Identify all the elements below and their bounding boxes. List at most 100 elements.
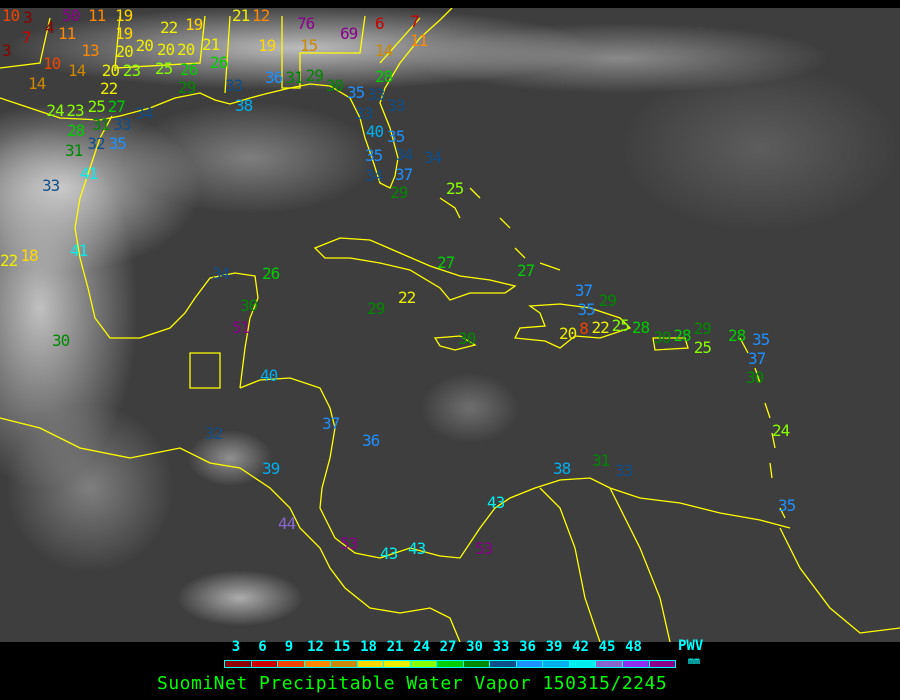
station-pwv-label: 4: [45, 18, 55, 37]
station-pwv-label: 20: [156, 39, 175, 59]
station-pwv-label: 19: [258, 36, 276, 55]
station-pwv-label: 29: [305, 66, 324, 85]
legend-tick-label: 33: [492, 639, 510, 655]
station-pwv-label: 34: [365, 165, 383, 185]
legend-swatch: [278, 661, 305, 667]
station-pwv-label: 35: [365, 146, 383, 166]
station-pwv-label: 8: [579, 319, 589, 339]
station-pwv-label: 20: [115, 42, 134, 62]
station-pwv-label: 34: [212, 264, 230, 283]
station-pwv-label: 31: [592, 451, 610, 470]
legend-unit: PWV: [678, 638, 704, 654]
legend-swatch: [225, 661, 252, 667]
station-pwv-label: 26: [262, 264, 280, 283]
station-pwv-label: 10: [1, 8, 20, 25]
station-pwv-label: 22: [160, 18, 178, 37]
station-pwv-label: 22: [398, 288, 416, 307]
legend-swatch: [490, 661, 517, 667]
station-pwv-label: 27: [107, 96, 126, 116]
station-pwv-label: 28: [631, 318, 650, 337]
station-pwv-label: 19: [115, 8, 133, 25]
legend-swatch: [384, 661, 411, 667]
station-pwv-label: 11: [410, 31, 428, 51]
station-pwv-label: 30: [325, 76, 344, 95]
station-pwv-label: 26: [180, 59, 198, 79]
legend-tick-label: 45: [598, 639, 616, 655]
station-pwv-label: 35: [387, 126, 405, 146]
station-pwv-label: 37: [748, 349, 766, 369]
station-pwv-label: 3: [23, 8, 33, 27]
station-pwv-label: 33: [387, 96, 405, 115]
legend-tick-label: 6: [258, 639, 267, 655]
station-pwv-label: 19: [185, 15, 203, 35]
station-pwv-label: 11: [88, 8, 106, 25]
station-pwv-label: 32: [205, 424, 223, 443]
legend-swatch: [543, 661, 570, 667]
station-pwv-label: 26: [210, 53, 228, 73]
station-pwv-label: 76: [297, 14, 315, 33]
station-pwv-label: 34: [424, 148, 442, 167]
station-pwv-label: 50: [62, 8, 80, 25]
station-pwv-label: 36: [265, 68, 283, 87]
legend-tick-label: 24: [413, 639, 430, 655]
legend-tick-label: 3: [231, 639, 241, 655]
station-pwv-label: 25: [693, 338, 712, 358]
satellite-map: 10 3 50 11 19 4 7 11 3 13 19 20 20 22 19 21 12 76 6 69 7 11 10…: [0, 8, 900, 642]
central-america-coast: [239, 377, 791, 559]
legend-colorbar: [224, 660, 676, 668]
legend-tick-label: 42: [572, 639, 589, 655]
station-pwv-label: 32: [87, 134, 105, 153]
legend-unit-sub: mm: [688, 656, 701, 667]
station-pwv-label: 53: [475, 539, 493, 558]
station-pwv-label: 44: [278, 514, 296, 533]
station-pwv-label: 25: [611, 316, 630, 335]
station-pwv-label: 37: [395, 164, 413, 184]
station-pwv-label: 33: [615, 461, 633, 480]
station-pwv-label: 36: [362, 431, 380, 450]
station-pwv-label: 14: [375, 41, 393, 60]
station-pwv-label: 38: [553, 459, 571, 478]
legend-swatch: [331, 661, 358, 667]
station-pwv-label: 28: [673, 326, 691, 345]
station-pwv-label: 30: [746, 367, 764, 387]
station-pwv-label: 21: [202, 34, 220, 54]
station-pwv-label: 6: [375, 14, 385, 33]
station-pwv-label: 29: [693, 318, 711, 338]
legend-tick-label: 39: [545, 639, 563, 655]
legend-tick-label: 9: [284, 639, 294, 655]
station-pwv-label: 11: [58, 24, 76, 43]
station-pwv-label: 24: [46, 101, 64, 120]
legend-swatch: [516, 661, 544, 667]
station-pwv-label: 27: [437, 253, 455, 272]
station-pwv-label: 15: [300, 36, 318, 55]
station-pwv-label: 23: [122, 60, 141, 80]
legend-swatch: [649, 661, 676, 667]
station-pwv-label: 40: [365, 122, 384, 142]
station-pwv-label: 22: [0, 251, 18, 270]
station-pwv-label: 7: [410, 11, 420, 31]
station-pwv-label: 30: [52, 331, 70, 350]
legend-swatch: [596, 661, 623, 667]
pacific-coast: [0, 417, 461, 642]
station-pwv-label: 34: [135, 104, 153, 123]
station-pwv-label: 20: [176, 40, 195, 60]
station-pwv-label: 35: [577, 300, 595, 320]
station-pwv-label: 7: [22, 28, 32, 47]
legend-tick-label: 48: [625, 639, 642, 655]
cuba-outline: [313, 237, 517, 301]
texas-mexico-coast: [74, 115, 259, 389]
station-pwv-label: 29: [178, 78, 196, 98]
station-pwv-label: 43: [487, 493, 505, 512]
station-pwv-label: 29: [598, 291, 617, 310]
station-pwv-label: 53: [340, 534, 358, 553]
color-legend: 3 6 9 12 15 18 21 24 27 30 33 36 39 42 45 48 PWV mm Suo…: [0, 638, 900, 700]
station-pwv-label: 43: [380, 544, 398, 563]
puerto-rico-outline: [652, 337, 689, 351]
station-pwv-label: 28: [375, 66, 393, 86]
station-pwv-label: 20: [135, 36, 154, 55]
station-pwv-label: 3: [2, 41, 12, 60]
station-pwv-label: 34: [395, 145, 413, 165]
station-pwv-label: 20: [101, 60, 120, 80]
station-pwv-label: 33: [113, 115, 131, 135]
legend-tick-label: 36: [519, 639, 536, 655]
